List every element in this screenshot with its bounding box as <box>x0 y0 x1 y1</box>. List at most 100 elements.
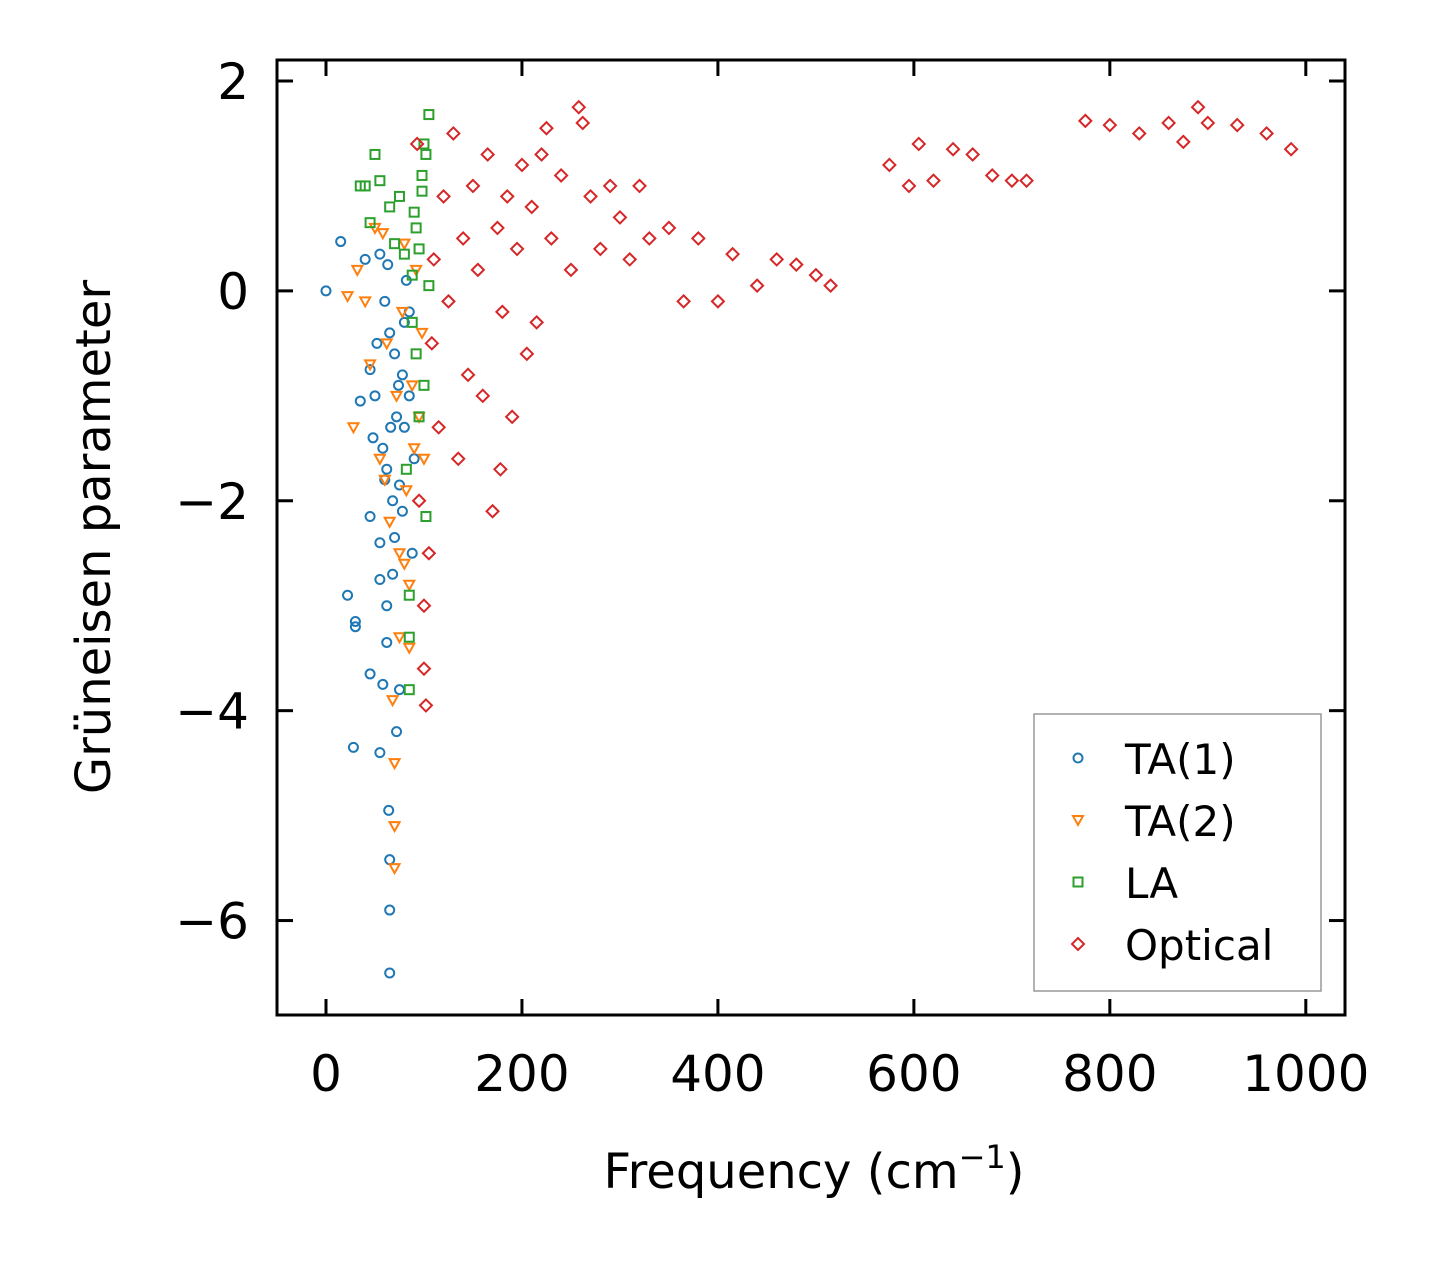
data-point <box>384 327 396 339</box>
data-point <box>823 278 839 294</box>
x-tick-label: 200 <box>474 1045 569 1103</box>
data-point <box>421 545 437 561</box>
data-point <box>364 511 376 523</box>
data-point <box>911 136 927 152</box>
data-point <box>424 335 440 351</box>
data-point <box>543 230 559 246</box>
data-point <box>475 388 491 404</box>
data-point <box>1175 134 1191 150</box>
x-tick-label: 800 <box>1062 1045 1157 1103</box>
data-point <box>403 390 415 402</box>
legend-markers <box>1070 752 1086 952</box>
data-point <box>398 316 410 328</box>
data-point <box>641 230 657 246</box>
data-point <box>534 147 549 162</box>
data-point <box>374 747 386 759</box>
data-point <box>1102 117 1118 133</box>
data-point <box>392 379 404 391</box>
data-point <box>389 390 404 403</box>
data-point <box>1200 115 1216 131</box>
data-point <box>377 678 389 690</box>
data-point <box>1019 173 1034 189</box>
data-point <box>431 419 447 435</box>
data-point <box>426 251 442 267</box>
data-point <box>499 189 515 204</box>
data-point <box>399 485 414 498</box>
data-point <box>364 668 376 680</box>
data-point <box>749 278 765 294</box>
data-point <box>460 367 476 383</box>
data-point <box>398 421 410 433</box>
data-point <box>410 348 422 360</box>
data-point <box>396 369 408 381</box>
data-point <box>382 259 394 271</box>
data-point <box>340 291 355 304</box>
data-point <box>409 136 425 152</box>
data-point <box>571 99 587 115</box>
data-point <box>406 316 418 328</box>
legend-label-ta1: TA(1) <box>1124 735 1236 784</box>
data-point <box>984 168 1000 183</box>
data-point <box>387 863 402 876</box>
data-point <box>335 236 347 248</box>
data-point <box>1077 113 1093 129</box>
data-point <box>320 285 332 297</box>
data-point <box>381 463 393 475</box>
data-point <box>901 178 917 194</box>
data-point <box>622 251 638 267</box>
y-tick-label: −6 <box>175 893 249 951</box>
y-axis-label: Grüneisen parameter <box>66 280 122 795</box>
data-point <box>380 338 394 351</box>
data-point <box>382 516 397 529</box>
legend-marker <box>1072 876 1084 888</box>
data-point <box>369 148 381 160</box>
data-point <box>436 189 451 204</box>
data-point <box>416 185 428 197</box>
data-point <box>397 238 412 251</box>
data-point <box>480 147 496 162</box>
data-point <box>418 697 434 713</box>
data-point <box>418 138 430 150</box>
data-point <box>529 314 545 330</box>
data-point <box>367 432 379 444</box>
data-point <box>395 306 410 319</box>
data-point <box>575 115 591 131</box>
data-point <box>391 726 403 738</box>
data-point <box>389 348 401 360</box>
data-point <box>392 548 407 561</box>
data-point <box>470 262 486 278</box>
legend-marker <box>1070 936 1086 952</box>
data-point <box>403 589 415 601</box>
data-point <box>406 269 418 281</box>
y-tick-label: 2 <box>217 53 249 111</box>
data-point <box>725 246 741 262</box>
data-point <box>403 684 415 696</box>
data-point <box>387 758 402 771</box>
data-point <box>377 442 389 454</box>
data-point <box>524 199 540 215</box>
data-point <box>1161 115 1177 131</box>
data-point <box>416 598 432 614</box>
data-point <box>400 463 412 475</box>
data-point <box>410 222 422 234</box>
y-tick-label: 0 <box>217 263 249 321</box>
data-point <box>342 589 354 601</box>
data-point <box>402 579 416 592</box>
data-point <box>465 178 481 194</box>
data-point <box>416 661 432 677</box>
data-point <box>612 210 628 225</box>
data-point <box>389 238 401 250</box>
data-point <box>408 453 420 465</box>
data-point <box>378 474 392 487</box>
legend-label-la: LA <box>1125 859 1178 908</box>
data-point <box>383 804 395 816</box>
data-point <box>385 421 397 433</box>
data-point <box>363 359 377 372</box>
data-point <box>945 141 961 157</box>
axis-ticks: 0 200 400 600 800 1000 2 0 −2 −4 −6 <box>175 53 1369 1103</box>
data-point <box>602 178 618 194</box>
x-axis-label: Frequency (cm−1) <box>603 1138 1024 1200</box>
data-point <box>387 568 399 580</box>
data-point <box>420 511 432 523</box>
data-point <box>376 228 390 241</box>
